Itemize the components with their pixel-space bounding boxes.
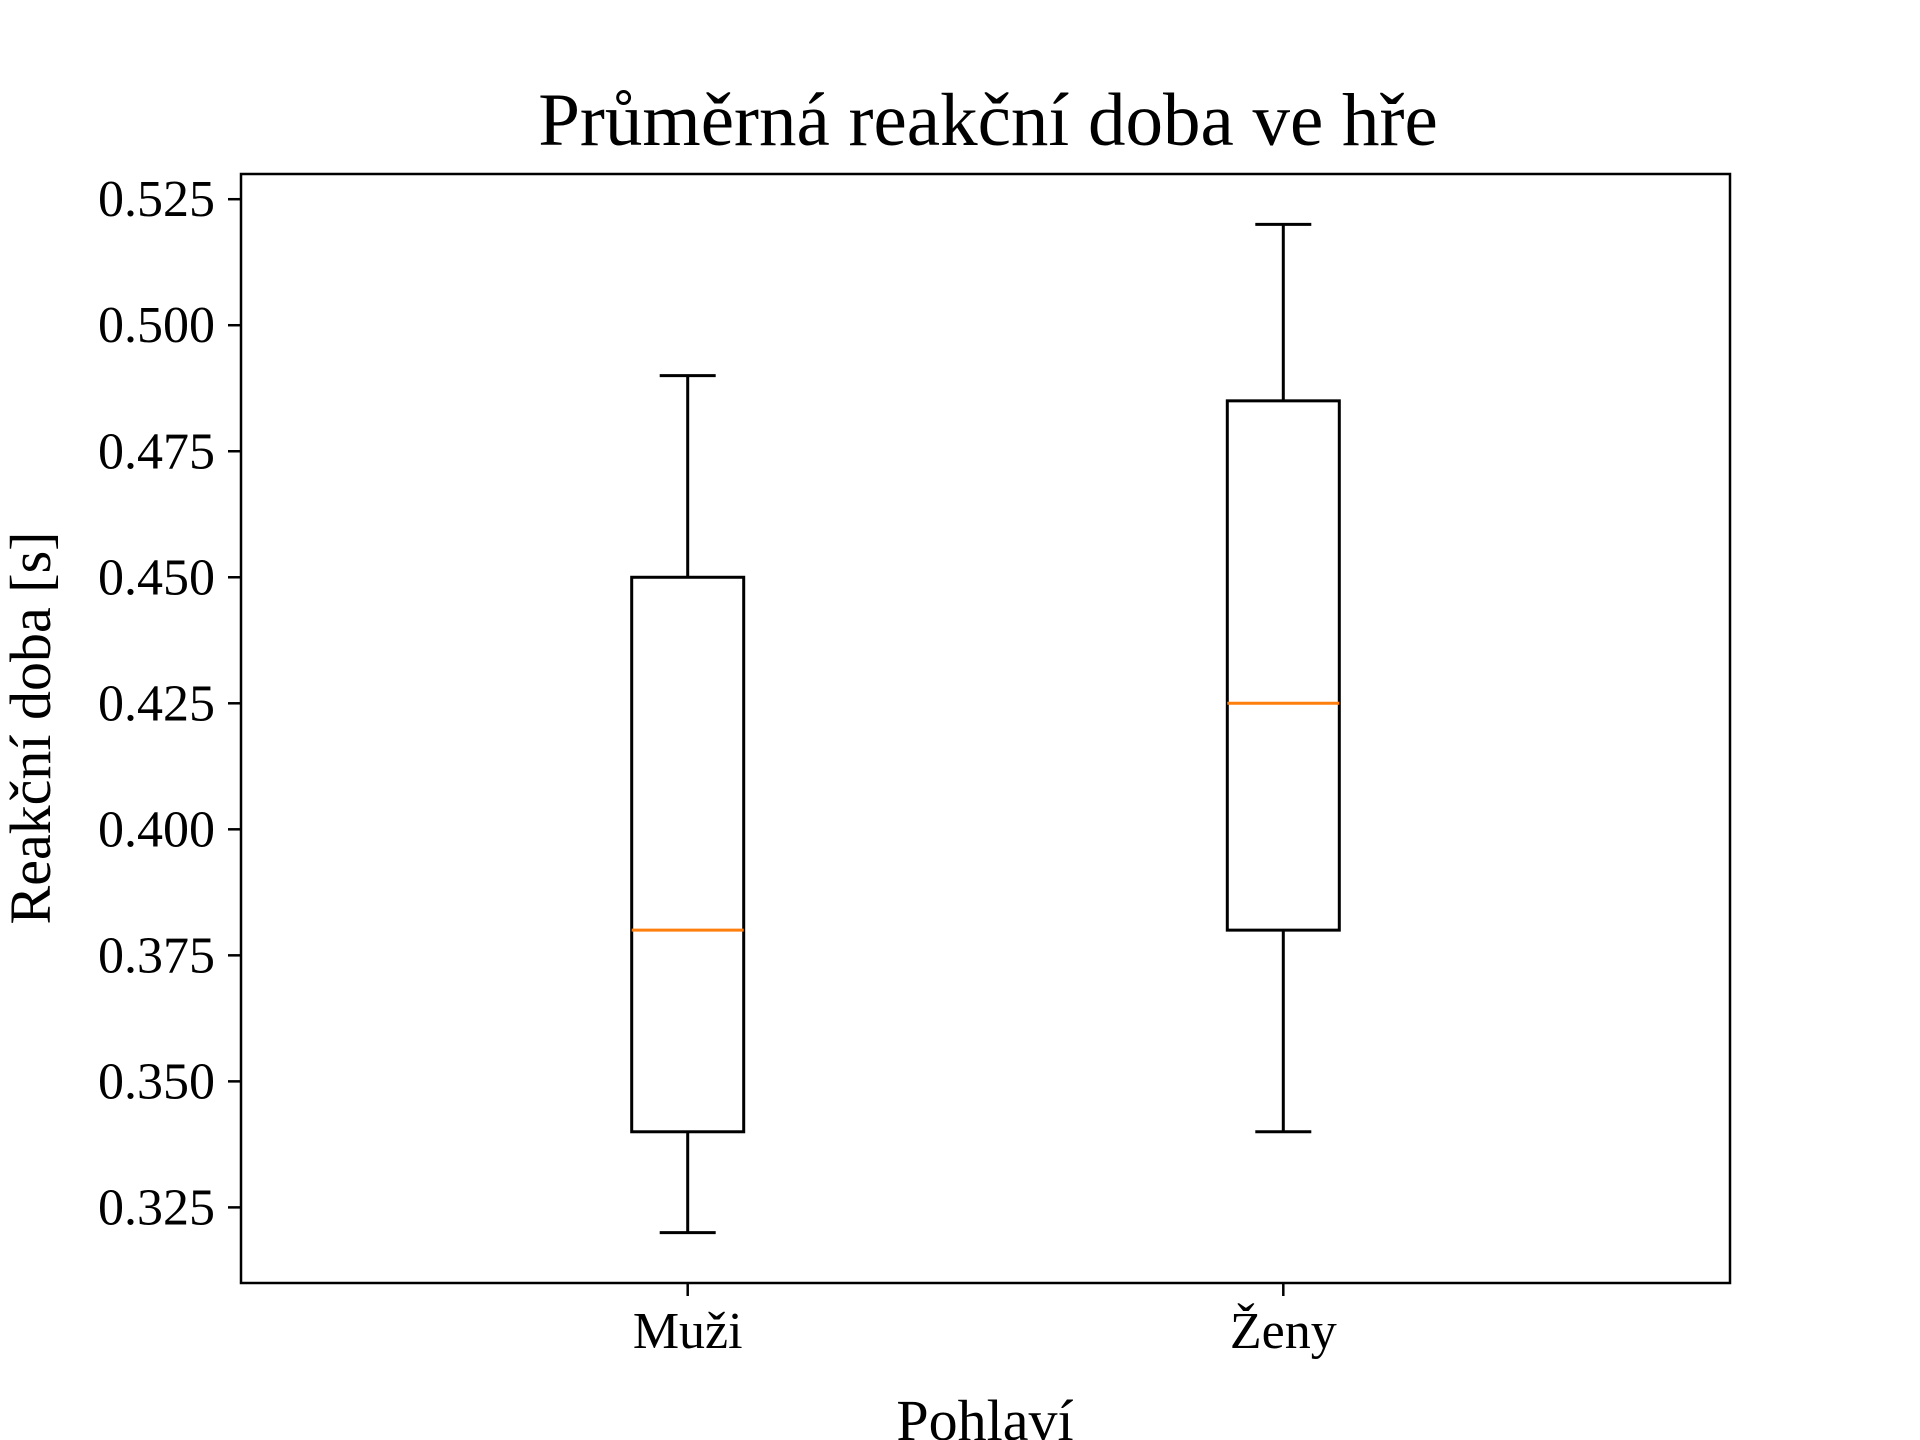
plot-frame (239, 172, 1732, 1285)
x-tick-label: Ženy (1230, 1302, 1337, 1360)
y-tick-label: 0.350 (98, 1053, 215, 1110)
y-tick-label: 0.400 (98, 801, 215, 858)
y-tick-label: 0.500 (98, 297, 215, 354)
chart-title: Průměrná reakční doba ve hře (538, 79, 1438, 162)
box-1 (630, 374, 746, 1235)
box-2 (1225, 222, 1341, 1134)
y-tick-label: 0.425 (98, 675, 215, 732)
x-axis: Muži Ženy (633, 1283, 1337, 1360)
y-tick-label: 0.375 (98, 927, 215, 984)
x-tick-label: Muži (633, 1303, 743, 1360)
y-tick-label: 0.450 (98, 549, 215, 606)
x-axis-label: Pohlaví (896, 1388, 1073, 1440)
y-tick-label: 0.325 (98, 1179, 215, 1236)
y-tick-label: 0.525 (98, 171, 215, 228)
y-axis-label: Reakční doba [s] (0, 532, 63, 925)
iqr-box (1225, 399, 1341, 932)
box-group (630, 222, 1341, 1235)
iqr-box (630, 575, 746, 1134)
y-axis: 0.325 0.350 0.375 0.400 0.425 0.450 0.475 0.500… (98, 171, 241, 1236)
y-tick-label: 0.475 (98, 423, 215, 480)
